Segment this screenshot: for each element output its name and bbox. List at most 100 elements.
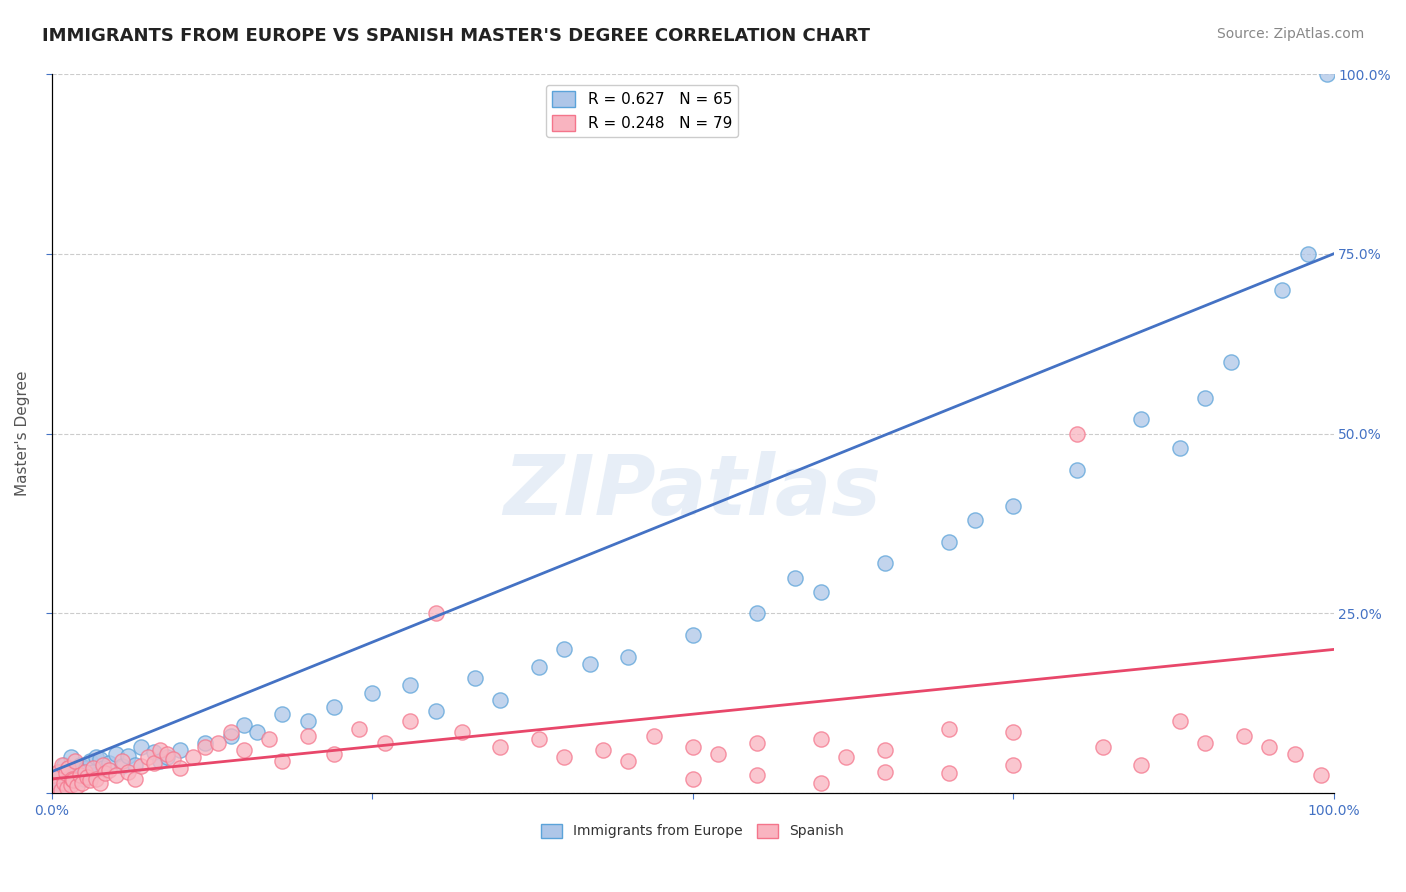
- Point: [117, 748, 139, 763]
- Point: [69, 757, 91, 772]
- Point: [1316, 67, 1339, 81]
- Point: [94, 766, 117, 780]
- Point: [104, 747, 127, 761]
- Point: [129, 759, 152, 773]
- Point: [489, 739, 512, 754]
- Point: [682, 628, 704, 642]
- Point: [48, 764, 70, 779]
- Point: [527, 732, 550, 747]
- Point: [682, 739, 704, 754]
- Point: [707, 747, 730, 761]
- Point: [181, 750, 204, 764]
- Point: [425, 704, 447, 718]
- Point: [1284, 747, 1306, 761]
- Point: [745, 736, 768, 750]
- Point: [55, 766, 77, 780]
- Point: [143, 756, 166, 771]
- Point: [53, 775, 76, 789]
- Point: [219, 725, 242, 739]
- Point: [1066, 426, 1088, 441]
- Point: [75, 761, 97, 775]
- Text: Source: ZipAtlas.com: Source: ZipAtlas.com: [1216, 27, 1364, 41]
- Point: [219, 729, 242, 743]
- Point: [63, 766, 86, 780]
- Point: [51, 768, 73, 782]
- Point: [1001, 499, 1024, 513]
- Point: [399, 714, 422, 729]
- Point: [63, 754, 86, 768]
- Point: [56, 780, 79, 795]
- Point: [450, 725, 472, 739]
- Point: [1001, 757, 1024, 772]
- Point: [232, 718, 254, 732]
- Point: [73, 764, 96, 779]
- Point: [579, 657, 602, 671]
- Point: [745, 607, 768, 621]
- Point: [62, 764, 84, 779]
- Legend: Immigrants from Europe, Spanish: Immigrants from Europe, Spanish: [536, 818, 849, 844]
- Y-axis label: Master's Degree: Master's Degree: [15, 371, 30, 497]
- Point: [44, 772, 66, 786]
- Point: [89, 752, 111, 766]
- Point: [143, 745, 166, 759]
- Point: [1001, 725, 1024, 739]
- Point: [1233, 729, 1256, 743]
- Point: [82, 764, 104, 779]
- Point: [938, 534, 960, 549]
- Point: [60, 772, 83, 786]
- Point: [56, 773, 79, 788]
- Point: [1130, 757, 1153, 772]
- Point: [59, 778, 82, 792]
- Point: [464, 671, 486, 685]
- Point: [149, 754, 172, 768]
- Point: [1130, 412, 1153, 426]
- Point: [59, 750, 82, 764]
- Point: [1168, 714, 1191, 729]
- Point: [553, 642, 575, 657]
- Point: [136, 750, 159, 764]
- Point: [246, 725, 269, 739]
- Point: [938, 766, 960, 780]
- Point: [835, 750, 858, 764]
- Point: [156, 747, 179, 761]
- Point: [42, 768, 65, 782]
- Point: [111, 754, 134, 768]
- Point: [91, 761, 114, 775]
- Point: [783, 570, 806, 584]
- Point: [66, 764, 89, 778]
- Point: [643, 729, 665, 743]
- Point: [111, 759, 134, 773]
- Point: [194, 736, 217, 750]
- Point: [79, 773, 101, 788]
- Point: [194, 739, 217, 754]
- Point: [873, 743, 896, 757]
- Text: ZIPatlas: ZIPatlas: [503, 450, 882, 532]
- Point: [259, 732, 281, 747]
- Point: [1168, 441, 1191, 455]
- Point: [60, 771, 83, 785]
- Point: [347, 722, 370, 736]
- Point: [79, 754, 101, 768]
- Point: [1194, 391, 1216, 405]
- Point: [82, 761, 104, 775]
- Point: [322, 700, 344, 714]
- Point: [297, 729, 319, 743]
- Point: [76, 771, 98, 785]
- Point: [232, 743, 254, 757]
- Point: [124, 757, 146, 772]
- Point: [58, 761, 80, 775]
- Point: [322, 747, 344, 761]
- Point: [46, 775, 69, 789]
- Point: [938, 722, 960, 736]
- Point: [963, 513, 986, 527]
- Point: [49, 782, 72, 797]
- Point: [1066, 462, 1088, 476]
- Point: [682, 772, 704, 786]
- Point: [89, 775, 111, 789]
- Point: [1271, 283, 1294, 297]
- Point: [617, 649, 640, 664]
- Point: [1220, 355, 1243, 369]
- Point: [399, 678, 422, 692]
- Point: [69, 768, 91, 782]
- Point: [58, 761, 80, 775]
